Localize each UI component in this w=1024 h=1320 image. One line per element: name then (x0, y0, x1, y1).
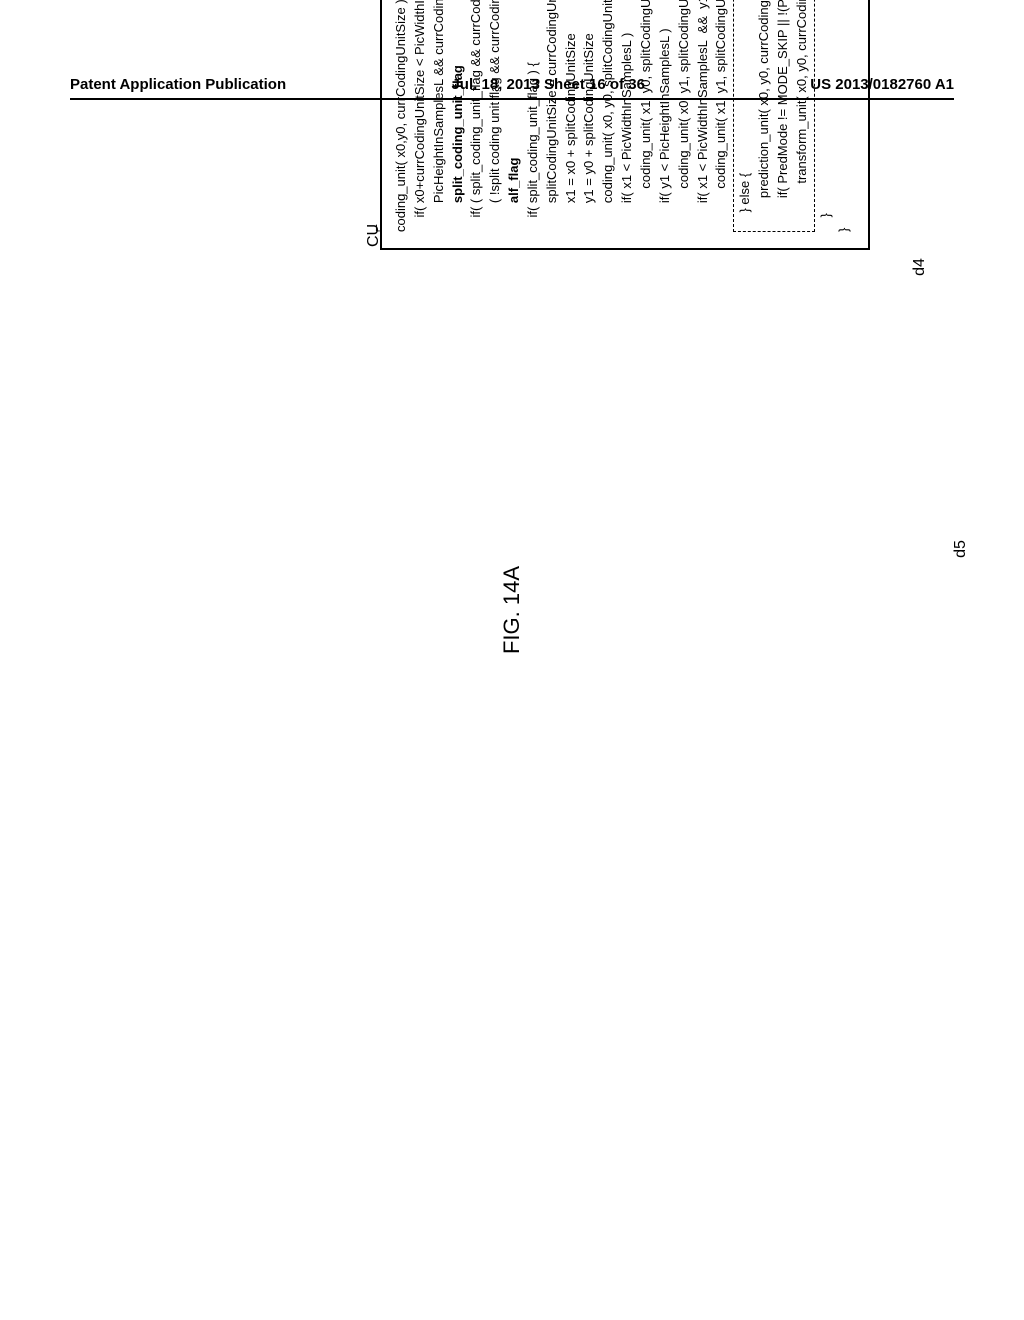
code-line: if( ( split_coding_unit_flag && currCodi… (467, 0, 486, 232)
code-line: transform_unit( x0, y0, currCodingUnitSi… (793, 0, 812, 227)
code-line: x1 = x0 + splitCodingUnitSize (562, 0, 581, 232)
code-line: splitCodingUnitSize = currCodingUnitSize… (543, 0, 562, 232)
code-line: } else { (736, 0, 755, 227)
code-line: alf_flag (505, 0, 524, 232)
code-line: coding_unit( x0, y1, splitCodingUnitSize… (675, 0, 694, 232)
code-box: coding_unit( x0,y0, currCodingUnitSize )… (380, 0, 870, 250)
code-line: } (835, 0, 854, 232)
code-line: if( x0+currCodingUnitSize < PicWidthInSa… (411, 0, 430, 232)
header-left: Patent Application Publication (70, 76, 286, 93)
code-line: if( x1 < PicWidthInSamplesL && y1 < PicH… (694, 0, 713, 232)
label-d5: d5 (952, 540, 970, 558)
code-line: if( PredMode != MODE_SKIP || !(PredMode … (774, 0, 793, 227)
code-line: } (817, 0, 836, 232)
code-line: if( x1 < PicWidthInSamplesL ) (618, 0, 637, 232)
code-line: prediction_unit( x0, y0, currCodingUnitS… (755, 0, 774, 227)
figure-title: FIG. 14A (499, 566, 525, 654)
code-line: coding_unit( x0, y0, splitCodingUnitSize… (599, 0, 618, 232)
dashed-else-block: } else { prediction_unit( x0, y0, currCo… (733, 0, 814, 232)
code-line: coding_unit( x1, y0, splitCodingUnitSize… (637, 0, 656, 232)
code-line: y1 = y0 + splitCodingUnitSize (580, 0, 599, 232)
code-line: coding_unit( x0,y0, currCodingUnitSize )… (392, 0, 411, 232)
code-line: coding_unit( x1, y1, splitCodingUnitSize… (712, 0, 731, 232)
code-line: split_coding_unit_flag (449, 0, 468, 232)
label-d4: d4 (911, 258, 929, 276)
code-line: if( y1 < PicHeightInSamplesL ) (656, 0, 675, 232)
code-line: ( !split coding unit flag && currCodingU… (486, 0, 505, 232)
code-line: PicHeightInSamplesL && currCodingUnitSiz… (430, 0, 449, 232)
code-line: if( split_coding_unit_flag ) { (524, 0, 543, 232)
